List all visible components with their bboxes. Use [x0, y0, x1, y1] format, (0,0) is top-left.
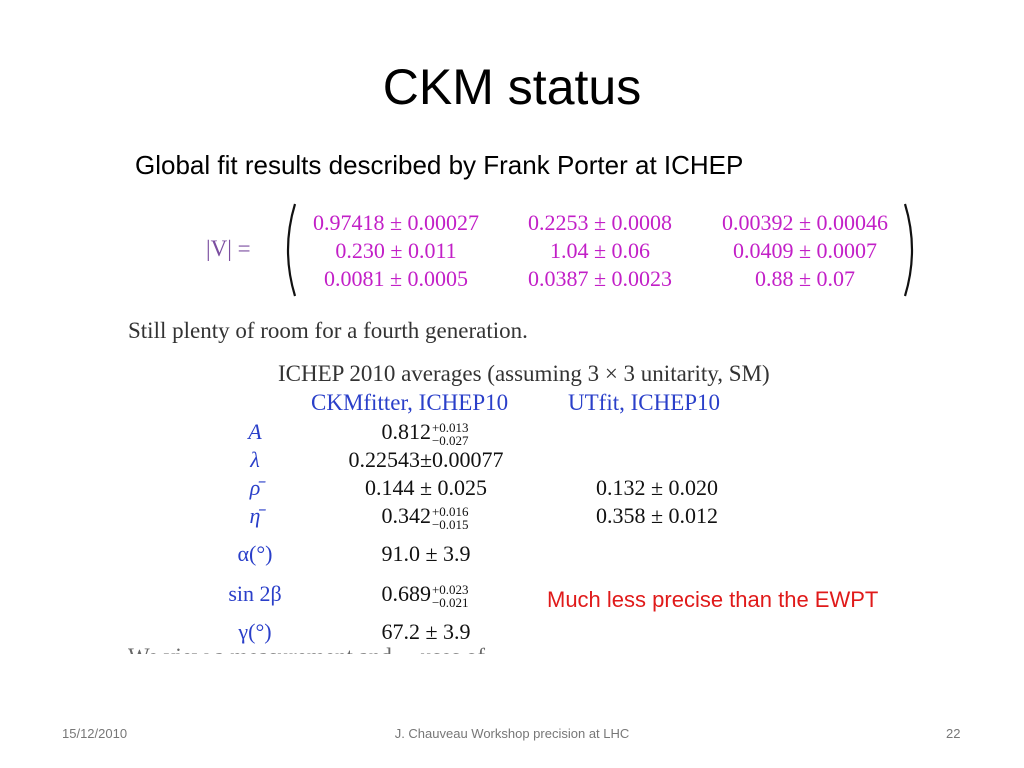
- matrix-cell: 0.97418 ± 0.00027: [312, 210, 480, 235]
- param-label: ρ̄: [249, 475, 261, 500]
- page-number: 22: [946, 726, 961, 741]
- matrix-cell: 0.0387 ± 0.0023: [527, 266, 673, 291]
- ckmfitter-value: 0.689 +0.023 −0.021: [381, 581, 469, 610]
- ckmfitter-value: 0.22543±0.00077: [348, 447, 504, 472]
- fourth-generation-note: Still plenty of room for a fourth genera…: [128, 318, 528, 343]
- param-label: α(°): [237, 541, 273, 566]
- utfit-value: 0.132 ± 0.020: [595, 475, 719, 500]
- param-label: γ(°): [238, 619, 272, 644]
- utfit-header: UTfit, ICHEP10: [568, 390, 721, 415]
- averages-title: ICHEP 2010 averages (assuming 3 × 3 unit…: [278, 361, 770, 386]
- footer-date: 15/12/2010: [62, 726, 128, 741]
- matrix-cell: 1.04 ± 0.06: [549, 238, 651, 263]
- ckmfitter-header: CKMfitter, ICHEP10: [311, 390, 509, 415]
- matrix-cell: 0.88 ± 0.07: [754, 266, 856, 291]
- param-label: η̄: [249, 503, 261, 528]
- ckmfitter-value: 67.2 ± 3.9: [381, 619, 471, 644]
- matrix-cell: 0.00392 ± 0.00046: [721, 210, 889, 235]
- footer-title: J. Chauveau Workshop precision at LHC: [394, 726, 630, 741]
- matrix-cell: 0.0409 ± 0.0007: [732, 238, 878, 263]
- param-label: sin 2β: [228, 581, 282, 606]
- slide-title: CKM status: [382, 59, 642, 115]
- matrix-cell: 0.0081 ± 0.0005: [323, 266, 469, 291]
- ckmfitter-value: 0.342 +0.016 −0.015: [381, 503, 469, 532]
- matrix-cell: 0.2253 ± 0.0008: [527, 210, 673, 235]
- ckmfitter-value: 91.0 ± 3.9: [381, 541, 471, 566]
- left-parenthesis: [286, 203, 297, 297]
- utfit-value: 0.358 ± 0.012: [595, 503, 719, 528]
- truncated-text-line: We view a measurement and ... uses of: [128, 646, 768, 654]
- slide-subtitle: Global fit results described by Frank Po…: [135, 150, 744, 180]
- param-label: A: [248, 419, 262, 444]
- right-parenthesis: [903, 203, 914, 297]
- ckmfitter-value: 0.144 ± 0.025: [364, 475, 488, 500]
- ckmfitter-value: 0.812 +0.013 −0.027: [381, 419, 469, 448]
- ewpt-callout: Much less precise than the EWPT: [547, 587, 879, 612]
- matrix-label: |V| =: [206, 236, 251, 261]
- matrix-cell: 0.230 ± 0.011: [335, 238, 457, 263]
- param-label: λ: [250, 447, 260, 472]
